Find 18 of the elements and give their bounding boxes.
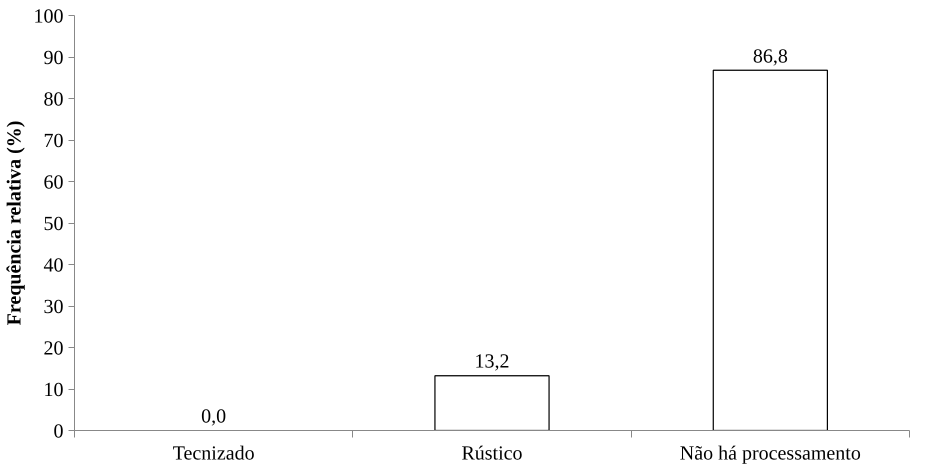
x-tick-label: Tecnizado [172, 442, 255, 464]
y-tick-label: 40 [44, 254, 64, 276]
y-axis-title: Frequência relativa (%) [4, 120, 26, 326]
y-tick-label: 0 [54, 420, 64, 442]
x-tick-label: Não há processamento [680, 442, 861, 464]
y-tick-label: 10 [44, 379, 64, 401]
y-tick-label: 80 [44, 88, 64, 110]
y-tick-label: 20 [44, 338, 64, 360]
y-tick-label: 50 [44, 213, 64, 235]
y-tick-label: 70 [44, 130, 64, 152]
data-label: 13,2 [474, 350, 510, 373]
y-tick-label: 60 [44, 172, 64, 194]
x-tick-label: Rústico [461, 442, 523, 464]
y-tick-label: 100 [34, 6, 64, 28]
data-label: 86,8 [752, 45, 788, 68]
y-tick-label: 30 [44, 296, 64, 318]
y-tick-label: 90 [44, 47, 64, 69]
data-label: 0,0 [201, 406, 226, 428]
